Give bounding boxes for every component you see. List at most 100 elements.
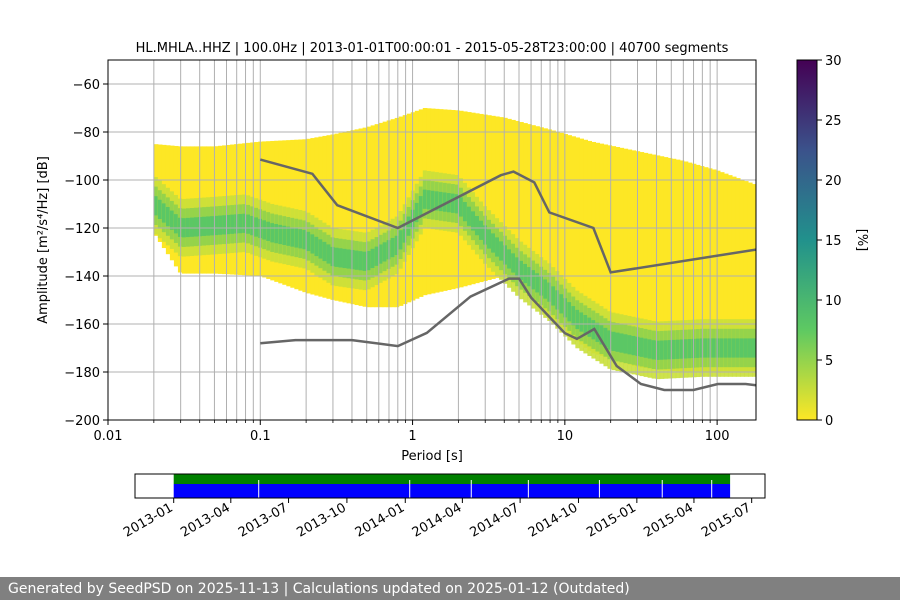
density-mode-band [567,302,572,322]
density-mode-band [222,215,227,235]
density-column [711,169,717,372]
density-mode-band [466,206,472,226]
density-column [579,138,584,345]
density-mode-band [358,251,364,271]
y-tick-label: −160 [64,318,100,333]
density-mode-band [382,242,388,262]
timeline-frame [134,473,766,499]
density-column [346,131,352,304]
density-mode-band [346,249,352,269]
y-tick-label: −200 [64,414,100,429]
date-tick-label: 2015-04 [641,500,696,540]
density-mode-band [619,333,625,353]
density-mode-band [318,239,324,259]
density-mode-band [370,248,376,269]
colorbar-tick-label: 15 [825,234,842,249]
density-column [695,164,701,372]
density-mode-band [278,224,283,245]
colorbar-tick-label: 20 [825,174,842,189]
density-mode-band [378,244,384,264]
density-mode-band [571,306,576,326]
density-mode-band [695,338,701,358]
density-mode-band [302,230,307,250]
density-mode-band [687,339,693,359]
density-mode-band [655,340,661,360]
density-mode-band [543,279,548,299]
density-column [499,117,504,277]
density-mode-band [643,338,649,358]
coverage-bars [173,474,731,498]
density-column [322,135,328,298]
density-column [547,129,552,316]
density-mode-band [531,270,536,290]
y-tick-label: −80 [73,126,100,141]
density-column [655,155,661,370]
date-tick-label: 2013-07 [236,500,291,540]
density-mode-band [338,248,344,268]
density-column [354,129,360,306]
density-column [362,127,368,307]
density-mode-band [270,223,275,243]
density-mode-band [659,340,665,360]
density-mode-band [414,202,420,223]
density-mode-band [334,247,340,267]
density-mode-band [434,191,440,211]
density-column [727,175,733,372]
density-mode-band [250,215,255,236]
density-mode-band [266,221,271,241]
density-column [342,131,348,303]
density-mode-band [703,338,709,358]
density-mode-band [314,236,320,257]
density-column [491,115,496,279]
y-tick-label: −100 [64,174,100,189]
density-column [731,176,737,372]
x-tick-label: 0.01 [94,429,123,444]
density-column [587,140,593,351]
density-mode-band [495,237,500,257]
density-mode-band [747,338,753,358]
y-tick-label: −60 [73,78,100,93]
density-mode-band [157,199,163,219]
colorbar-tick-label: 30 [825,54,842,69]
density-mode-band [474,216,480,236]
density-mode-band [202,216,207,236]
density-mode-band [503,245,508,265]
density-column [523,123,528,293]
noise-model-line [259,158,756,274]
density-mode-band [523,263,528,284]
density-column [659,156,665,370]
density-mode-band [430,190,436,210]
density-column [571,136,576,339]
figure: 0.01 0.1 1 10 100 −200−180−160−140−120−100−8… [36,41,869,541]
density-column [687,162,693,372]
density-mode-band [274,224,279,244]
density-mode-band [406,216,412,236]
density-mode-band [647,339,653,359]
density-mode-band [683,339,689,359]
density-mode-band [290,227,295,247]
density-mode-band [711,338,717,358]
date-tick-label: 2015-07 [699,500,754,540]
x-axis-ticks: 0.01 0.1 1 10 100 [94,420,730,444]
density-mode-band [587,317,593,337]
density-mode-band [639,337,645,357]
density-column [326,135,332,299]
colorbar-tick-label: 10 [825,294,842,309]
timeline-date-ticks: 2013-01 2013-04 2013-07 2013-10 2014-01 2014-… [121,498,754,541]
density-column [334,133,340,301]
colorbar-tick-label: 5 [825,354,833,369]
density-column [691,163,697,372]
density-column [643,152,649,369]
density-mode-band [438,191,444,212]
density-mode-band [667,340,673,360]
density-mode-band [254,217,259,237]
density-mode-band [559,294,564,314]
density-mode-band [165,206,171,227]
x-tick-label: 100 [705,429,730,444]
density-mode-band [294,228,299,248]
density-column [671,158,677,371]
colorbar-gradient [797,60,817,420]
density-column [358,128,364,306]
density-mode-band [599,325,605,345]
noise-model-line [260,277,756,392]
